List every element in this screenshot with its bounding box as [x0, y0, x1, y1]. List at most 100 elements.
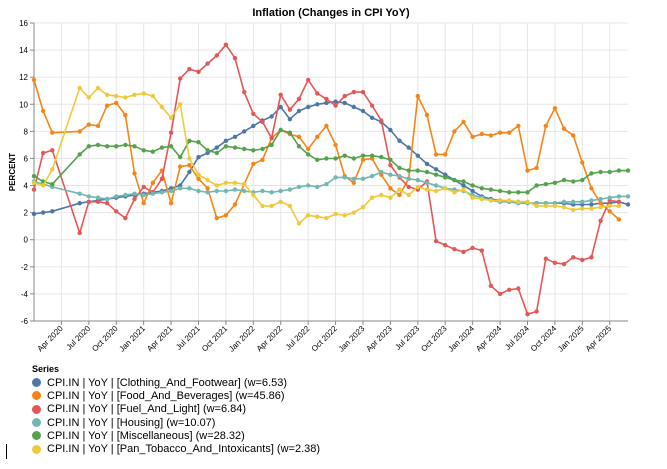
series-5	[31, 85, 622, 226]
data-point	[324, 100, 329, 106]
data-point	[543, 123, 548, 129]
data-point	[306, 77, 311, 83]
data-point	[415, 93, 420, 99]
data-point	[433, 167, 439, 172]
data-point	[333, 156, 338, 161]
data-point	[443, 242, 448, 248]
data-point	[598, 205, 603, 210]
data-point	[50, 209, 55, 214]
data-point	[452, 247, 457, 252]
data-point	[525, 312, 530, 317]
legend-swatch	[32, 378, 41, 388]
data-point	[598, 218, 603, 223]
data-point	[452, 129, 457, 134]
data-point	[388, 157, 393, 162]
data-point	[31, 173, 37, 179]
y-tick-label: 14	[19, 46, 28, 55]
legend-swatch	[32, 404, 41, 414]
x-tick-label: Jul 2024	[503, 324, 531, 352]
legend: Series CPI.IN | YoY | [Clothing_And_Foot…	[32, 364, 320, 456]
x-tick-label: Jul 2022	[284, 324, 312, 352]
x-tick-label: Jul 2020	[64, 324, 92, 352]
data-point	[379, 118, 384, 123]
data-point	[360, 108, 366, 114]
data-point	[196, 69, 201, 75]
data-point	[95, 199, 101, 204]
data-point	[287, 203, 293, 209]
x-tick-label: Apr 2020	[36, 324, 66, 354]
data-point	[415, 184, 420, 190]
data-point	[187, 138, 192, 143]
data-point	[580, 199, 585, 204]
data-point	[260, 146, 265, 152]
legend-swatch	[32, 444, 41, 454]
data-point	[251, 148, 256, 153]
data-point	[443, 186, 448, 191]
data-point	[324, 215, 329, 221]
data-point	[525, 199, 530, 204]
legend-entry: CPI.IN | YoY | [Clothing_And_Footwear] (…	[32, 376, 320, 389]
data-point	[616, 217, 622, 222]
data-point	[598, 196, 603, 202]
data-point	[589, 171, 594, 176]
data-point	[424, 187, 430, 192]
data-point	[269, 190, 274, 195]
data-point	[571, 207, 576, 213]
data-point	[123, 142, 128, 148]
data-point	[571, 179, 576, 184]
data-point	[543, 182, 548, 187]
data-point	[507, 190, 512, 195]
data-point	[178, 102, 183, 107]
data-point	[379, 154, 384, 160]
data-point	[415, 153, 420, 158]
data-point	[31, 77, 37, 83]
data-point	[178, 76, 183, 81]
data-point	[406, 145, 411, 150]
data-point	[525, 168, 530, 173]
data-point	[104, 103, 110, 108]
data-point	[123, 95, 128, 100]
data-point	[625, 168, 631, 173]
data-point	[315, 91, 320, 96]
data-point	[589, 255, 594, 260]
data-point	[251, 161, 256, 167]
data-point	[141, 184, 146, 190]
data-point	[114, 209, 119, 214]
data-point	[598, 169, 603, 175]
data-point	[260, 157, 265, 162]
data-point	[488, 198, 494, 203]
data-point	[232, 56, 238, 61]
data-point	[242, 188, 247, 194]
data-point	[543, 256, 548, 261]
data-point	[516, 123, 521, 129]
data-point	[132, 171, 137, 176]
data-point	[351, 89, 356, 95]
data-point	[223, 138, 229, 143]
data-point	[315, 214, 320, 219]
data-point	[625, 194, 631, 199]
data-point	[333, 103, 338, 108]
legend-swatch	[32, 391, 41, 401]
data-point	[580, 257, 585, 263]
x-tick-label: Jan 2023	[337, 324, 367, 354]
data-point	[214, 215, 219, 221]
data-point	[214, 53, 219, 58]
data-point	[488, 133, 494, 138]
data-point	[525, 190, 530, 195]
data-point	[397, 192, 402, 198]
data-point	[589, 202, 594, 207]
data-point	[598, 201, 603, 206]
data-point	[114, 144, 119, 149]
x-tick-label: Jan 2021	[117, 324, 147, 354]
data-point	[333, 142, 338, 148]
data-point	[269, 114, 274, 119]
data-point	[31, 211, 37, 217]
data-point	[50, 130, 55, 135]
data-point	[369, 195, 375, 200]
y-axis: -6 -4 -2 0 2 4 6 8 10 12 14 16	[19, 19, 35, 326]
data-point	[479, 131, 484, 137]
data-point	[543, 203, 548, 209]
data-point	[479, 196, 484, 202]
data-point	[616, 194, 622, 199]
